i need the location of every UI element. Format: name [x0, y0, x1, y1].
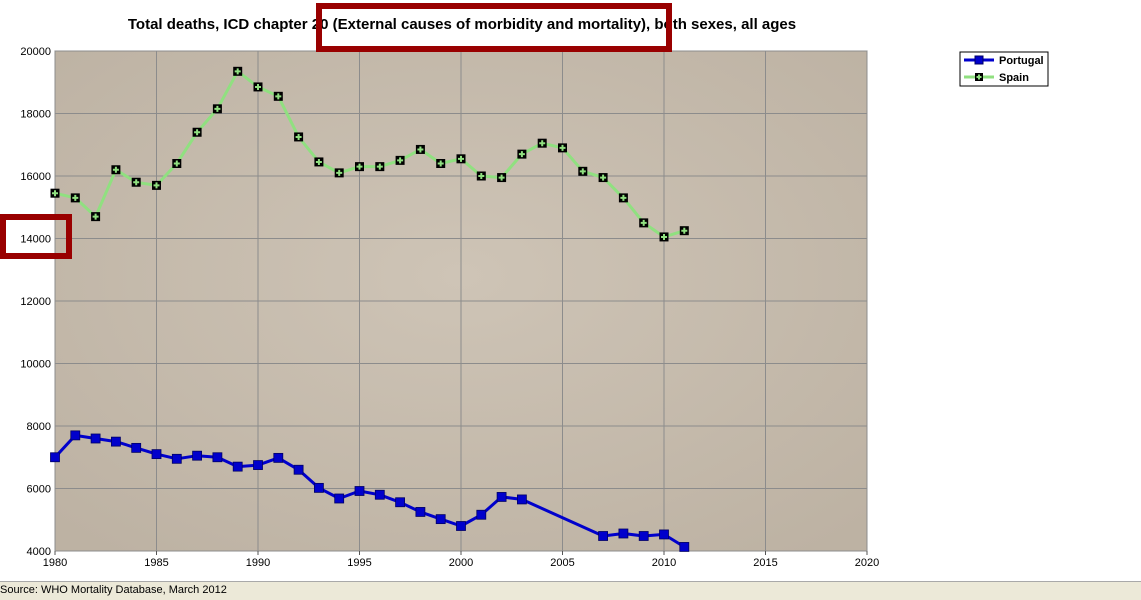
- legend-label-spain: Spain: [999, 72, 1029, 84]
- series-portugal: [50, 430, 690, 552]
- point-portugal-1991: [273, 452, 284, 463]
- point-portugal-1988: [212, 452, 223, 463]
- point-portugal-1984: [131, 442, 142, 453]
- point-cross-spain-2007: [600, 174, 607, 181]
- point-cross-spain-1981: [72, 194, 79, 201]
- point-cross-spain-1985: [153, 182, 160, 189]
- point-portugal-1980: [50, 452, 60, 463]
- x-tick-label-2015: 2015: [753, 557, 777, 569]
- point-portugal-1997: [395, 497, 406, 508]
- point-cross-spain-2011: [681, 227, 688, 234]
- legend-label-portugal: Portugal: [999, 55, 1044, 67]
- point-portugal-2002: [496, 492, 507, 502]
- y-tick-label-14000: 14000: [20, 234, 51, 246]
- point-cross-spain-1999: [437, 160, 444, 167]
- y-tick-label-12000: 12000: [20, 296, 51, 308]
- point-cross-spain-2000: [458, 155, 464, 162]
- point-cross-spain-1984: [133, 179, 140, 186]
- y-tick-label-18000: 18000: [20, 109, 51, 121]
- source-note: Source: WHO Mortality Database, March 20…: [0, 581, 1141, 600]
- point-cross-spain-2001: [478, 173, 485, 179]
- point-portugal-1999: [435, 514, 446, 525]
- point-portugal-1981: [70, 430, 81, 441]
- point-portugal-2008: [618, 528, 629, 539]
- x-tick-label-1990: 1990: [246, 557, 270, 569]
- point-portugal-1983: [111, 436, 121, 447]
- y-tick-label-6000: 6000: [27, 484, 51, 496]
- point-cross-spain-2008: [620, 194, 627, 201]
- point-cross-spain-1996: [376, 163, 383, 170]
- x-tick-label-2020: 2020: [855, 557, 879, 569]
- point-portugal-1994: [334, 493, 345, 504]
- point-cross-spain-1993: [315, 158, 322, 165]
- point-portugal-2011: [679, 542, 690, 552]
- point-portugal-1998: [415, 507, 426, 517]
- point-cross-spain-2004: [539, 140, 546, 147]
- y-axis-ticks: 4000 6000 8000 10000 12000 14000 16000 18000 200…: [20, 46, 51, 558]
- series-layer: [50, 66, 690, 552]
- legend-cross-spain: [976, 74, 982, 80]
- y-tick-label-4000: 4000: [27, 546, 51, 558]
- point-cross-spain-1987: [194, 129, 201, 136]
- point-portugal-1989: [232, 461, 243, 472]
- point-cross-spain-1983: [112, 166, 119, 173]
- legend: Portugal Spain: [959, 51, 1049, 87]
- point-portugal-2003: [517, 494, 527, 505]
- chart-title-part-3: , both sexes, all ages: [646, 16, 796, 33]
- point-portugal-1987: [192, 450, 203, 461]
- x-tick-label-2000: 2000: [449, 557, 473, 569]
- grid-lines: [54, 50, 868, 552]
- y-tick-label-10000: 10000: [20, 359, 51, 371]
- point-cross-spain-1986: [173, 160, 180, 167]
- point-cross-spain-2006: [579, 168, 586, 175]
- point-cross-spain-1980: [52, 190, 58, 197]
- point-portugal-1990: [253, 460, 263, 470]
- point-cross-spain-2002: [498, 174, 505, 181]
- point-portugal-2009: [638, 531, 649, 541]
- x-tick-label-2010: 2010: [652, 557, 676, 569]
- point-cross-spain-1988: [214, 105, 221, 112]
- chart-title: Total deaths, ICD chapter 20 (External c…: [128, 16, 796, 33]
- point-portugal-1992: [293, 464, 304, 475]
- point-portugal-2001: [476, 509, 487, 520]
- point-cross-spain-1998: [417, 146, 424, 153]
- point-cross-spain-1995: [356, 163, 363, 170]
- point-cross-spain-1994: [336, 169, 343, 176]
- x-tick-label-1985: 1985: [144, 557, 168, 569]
- point-portugal-1982: [90, 433, 101, 444]
- chart-title-part-2: (External causes of morbidity and mortal…: [333, 16, 646, 33]
- point-cross-spain-1989: [234, 68, 241, 75]
- point-portugal-1996: [374, 489, 385, 500]
- title-highlight-box: [316, 3, 672, 52]
- point-cross-spain-1992: [295, 133, 302, 140]
- point-cross-spain-2009: [640, 219, 647, 226]
- point-cross-spain-2003: [518, 151, 525, 158]
- x-tick-label-2005: 2005: [550, 557, 574, 569]
- point-cross-spain-2010: [661, 233, 667, 240]
- point-portugal-1995: [354, 486, 365, 496]
- point-portugal-1986: [171, 453, 182, 464]
- series-spain: [50, 66, 689, 242]
- point-cross-spain-2005: [559, 144, 566, 151]
- legend-marker-portugal: [974, 55, 984, 65]
- y-tick-label-16000: 16000: [20, 171, 51, 183]
- point-portugal-1985: [151, 449, 162, 460]
- point-portugal-2000: [456, 521, 466, 531]
- point-portugal-2007: [598, 531, 608, 541]
- y-tick-label-8000: 8000: [27, 421, 51, 433]
- point-portugal-1993: [313, 482, 324, 493]
- x-tick-label-1995: 1995: [347, 557, 371, 569]
- point-portugal-2010: [659, 529, 669, 540]
- point-cross-spain-1991: [275, 93, 282, 100]
- x-axis-ticks: 1980 1985 1990 1995 2000 2005 2010 2015 2020: [43, 551, 879, 569]
- point-cross-spain-1982: [92, 213, 99, 220]
- y-tick-highlight-box: [0, 214, 72, 259]
- point-cross-spain-1990: [255, 83, 261, 90]
- chart-title-part-1: Total deaths, ICD chapter 20: [128, 16, 333, 33]
- x-tick-label-1980: 1980: [43, 557, 67, 569]
- line-chart: Total deaths, ICD chapter 20 (External c…: [0, 3, 1049, 569]
- point-cross-spain-1997: [397, 157, 404, 164]
- y-tick-label-20000: 20000: [20, 46, 51, 58]
